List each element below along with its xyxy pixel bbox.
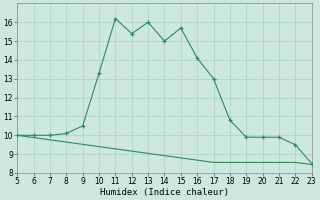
X-axis label: Humidex (Indice chaleur): Humidex (Indice chaleur) bbox=[100, 188, 229, 197]
